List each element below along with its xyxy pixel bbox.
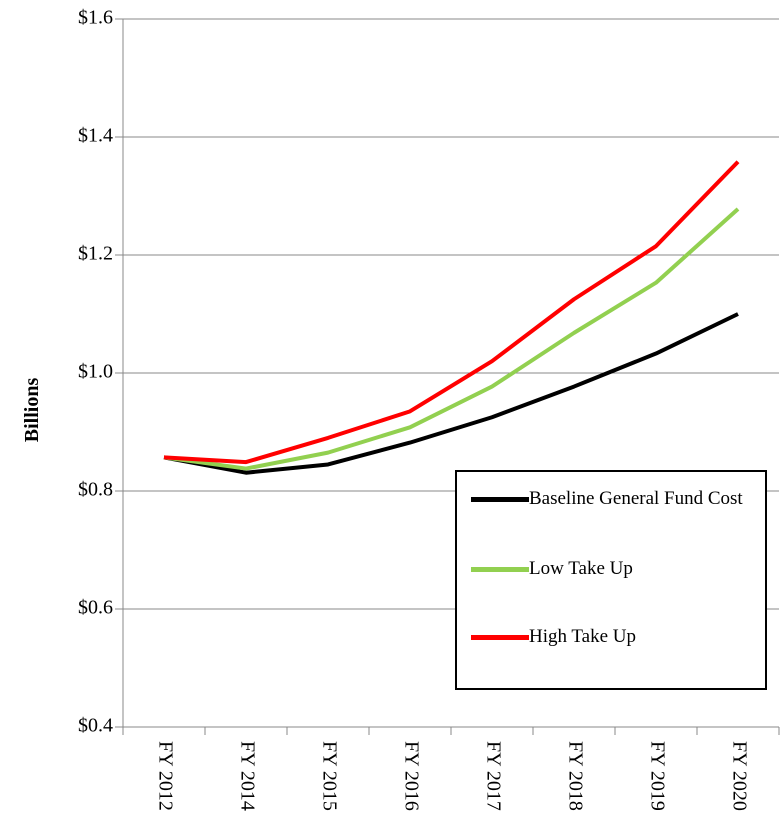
legend-swatch: [471, 567, 529, 572]
x-tick-label: FY 2020: [728, 741, 750, 811]
x-tick-label: FY 2012: [154, 741, 176, 811]
y-tick-label: $1.6: [78, 7, 113, 29]
x-tick-label: FY 2016: [400, 741, 422, 811]
legend: Baseline General Fund Cost Low Take Up Hig…: [455, 470, 767, 690]
legend-label: High Take Up: [529, 626, 637, 647]
y-tick-label: $0.8: [78, 479, 113, 501]
y-tick-label: $1.0: [78, 361, 113, 383]
x-tick-label: FY 2018: [564, 741, 586, 811]
series-line: [163, 207, 740, 471]
y-axis-title: Billions: [21, 378, 43, 443]
legend-entry: Low Take Up: [471, 556, 749, 582]
series-line: [163, 160, 740, 465]
y-tick-label: $1.4: [78, 125, 113, 147]
x-tick-label: FY 2014: [236, 741, 258, 811]
x-tick-label: FY 2015: [318, 741, 340, 811]
y-tick-label: $1.2: [78, 243, 113, 265]
y-tick-label: $0.4: [78, 715, 113, 737]
legend-label: Low Take Up: [529, 558, 633, 579]
y-tick-label: $0.6: [78, 597, 113, 619]
legend-entry: Baseline General Fund Cost: [471, 486, 749, 512]
x-tick-label: FY 2019: [646, 741, 668, 811]
legend-swatch: [471, 635, 529, 640]
legend-swatch: [471, 497, 529, 502]
legend-entry: High Take Up: [471, 624, 749, 650]
legend-label: Baseline General Fund Cost: [529, 488, 743, 509]
series-line: [163, 312, 739, 475]
x-tick-label: FY 2017: [482, 741, 504, 811]
